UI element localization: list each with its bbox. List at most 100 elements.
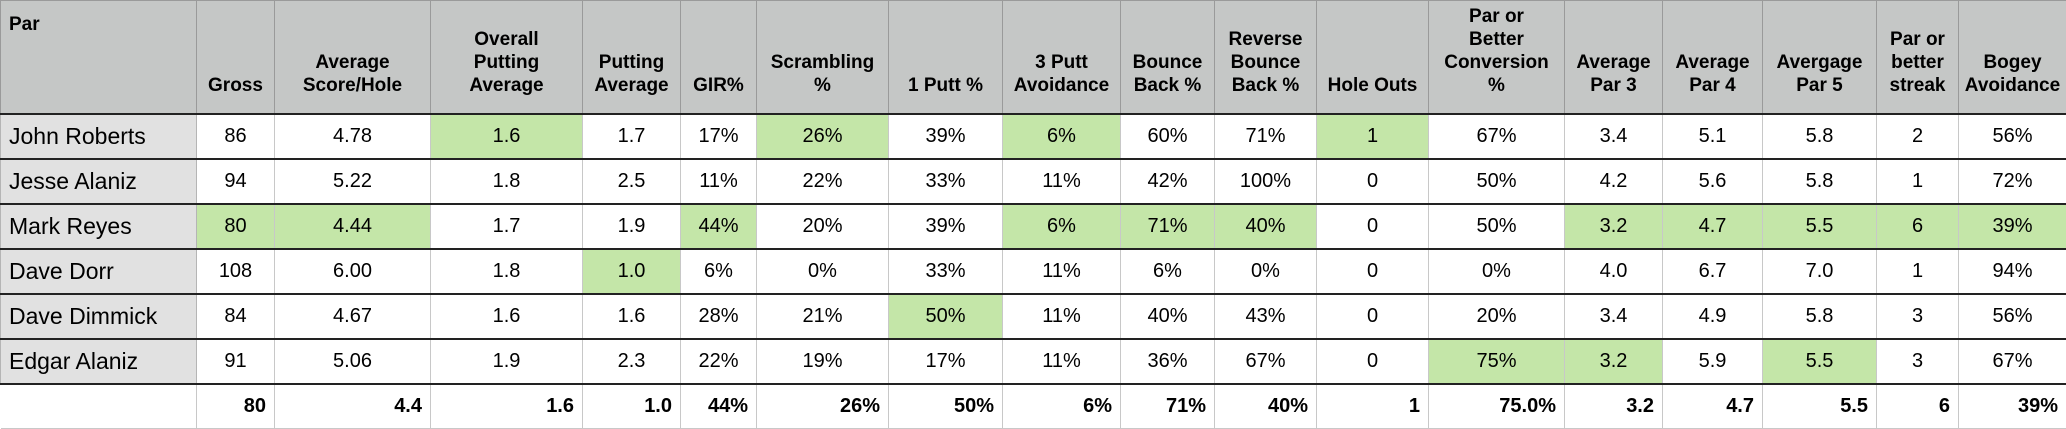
stat-cell: 22%: [681, 339, 757, 384]
column-header-line: Par 5: [1796, 75, 1842, 96]
stat-cell: 0: [1317, 204, 1429, 249]
stat-cell: 108: [197, 249, 275, 294]
stat-cell: 1.9: [583, 204, 681, 249]
column-header-line: Par or: [1469, 6, 1524, 27]
stat-cell: 1.8: [431, 249, 583, 294]
stat-cell: 3: [1877, 339, 1959, 384]
column-header-line: 1 Putt %: [908, 75, 983, 96]
column-header-line: Avoidance: [1965, 75, 2060, 96]
stat-cell: 4.0: [1565, 249, 1663, 294]
stat-cell: 0%: [1429, 249, 1565, 294]
column-header-line: Par 4: [1689, 75, 1735, 96]
stat-cell: 11%: [1003, 294, 1121, 339]
best-value-cell: 50%: [889, 384, 1003, 429]
stat-cell: 56%: [1959, 114, 2066, 159]
stat-cell: 4.44: [275, 204, 431, 249]
stat-cell: 5.1: [1663, 114, 1763, 159]
stat-cell: 40%: [1121, 294, 1215, 339]
stat-cell: 1: [1877, 249, 1959, 294]
best-value-cell: 39%: [1959, 384, 2066, 429]
stat-cell: 28%: [681, 294, 757, 339]
column-header-line: Back %: [1134, 75, 1202, 96]
stat-cell: 20%: [1429, 294, 1565, 339]
stat-cell: 6.7: [1663, 249, 1763, 294]
stat-cell: 75%: [1429, 339, 1565, 384]
best-value-cell: 6%: [1003, 384, 1121, 429]
stat-cell: 72%: [1959, 159, 2066, 204]
stat-cell: 5.22: [275, 159, 431, 204]
stat-cell: 67%: [1215, 339, 1317, 384]
best-value-cell: 1.6: [431, 384, 583, 429]
stat-cell: 26%: [757, 114, 889, 159]
column-header-line: Average: [315, 52, 389, 73]
stat-cell: 1.7: [583, 114, 681, 159]
player-name: Dave Dorr: [1, 249, 197, 294]
best-value-cell: 3.2: [1565, 384, 1663, 429]
best-value-cell: 40%: [1215, 384, 1317, 429]
stat-cell: 100%: [1215, 159, 1317, 204]
player-name: Jesse Alaniz: [1, 159, 197, 204]
best-value-cell: 1: [1317, 384, 1429, 429]
stat-cell: 67%: [1429, 114, 1565, 159]
stat-cell: 6%: [1003, 114, 1121, 159]
stat-cell: 11%: [681, 159, 757, 204]
stat-cell: 5.8: [1763, 114, 1877, 159]
column-header: 1 Putt %: [889, 1, 1003, 114]
stat-cell: 1.6: [583, 294, 681, 339]
column-header-line: 3 Putt: [1035, 52, 1088, 73]
column-header: Hole Outs: [1317, 1, 1429, 114]
stat-cell: 0%: [757, 249, 889, 294]
column-header: Scrambling%: [757, 1, 889, 114]
stat-cell: 1.9: [431, 339, 583, 384]
stat-cell: 4.78: [275, 114, 431, 159]
column-header: Gross: [197, 1, 275, 114]
column-header-line: GIR%: [693, 75, 744, 96]
stat-cell: 21%: [757, 294, 889, 339]
column-header-line: Par 3: [1590, 75, 1636, 96]
column-header-line: Avergage: [1777, 52, 1863, 73]
column-header-line: Reverse: [1229, 29, 1303, 50]
stat-cell: 2.3: [583, 339, 681, 384]
corner-header: Par: [1, 1, 197, 114]
column-header-line: Average: [1675, 52, 1749, 73]
column-header: GIR%: [681, 1, 757, 114]
stat-cell: 86: [197, 114, 275, 159]
stat-cell: 7.0: [1763, 249, 1877, 294]
stat-cell: 19%: [757, 339, 889, 384]
stat-cell: 4.67: [275, 294, 431, 339]
column-header-line: Average: [1576, 52, 1650, 73]
stat-cell: 40%: [1215, 204, 1317, 249]
stat-cell: 6: [1877, 204, 1959, 249]
stat-cell: 5.9: [1663, 339, 1763, 384]
column-header-line: Back %: [1232, 75, 1300, 96]
stat-cell: 1: [1877, 159, 1959, 204]
column-header-line: Bogey: [1983, 52, 2041, 73]
stat-cell: 17%: [681, 114, 757, 159]
stat-cell: 39%: [1959, 204, 2066, 249]
column-header-line: Average: [594, 75, 668, 96]
best-value-cell: 4.4: [275, 384, 431, 429]
stat-cell: 94: [197, 159, 275, 204]
stat-cell: 71%: [1121, 204, 1215, 249]
stat-cell: 1: [1317, 114, 1429, 159]
column-header-line: streak: [1890, 75, 1946, 96]
player-name: John Roberts: [1, 114, 197, 159]
stat-cell: 50%: [1429, 159, 1565, 204]
column-header-line: Avoidance: [1014, 75, 1109, 96]
column-header-line: %: [814, 75, 831, 96]
best-value-cell: 1.0: [583, 384, 681, 429]
column-header-line: Overall: [474, 29, 538, 50]
stat-cell: 3.4: [1565, 294, 1663, 339]
column-header-line: Hole Outs: [1328, 75, 1418, 96]
stat-cell: 33%: [889, 159, 1003, 204]
stat-cell: 0%: [1215, 249, 1317, 294]
stat-cell: 11%: [1003, 249, 1121, 294]
